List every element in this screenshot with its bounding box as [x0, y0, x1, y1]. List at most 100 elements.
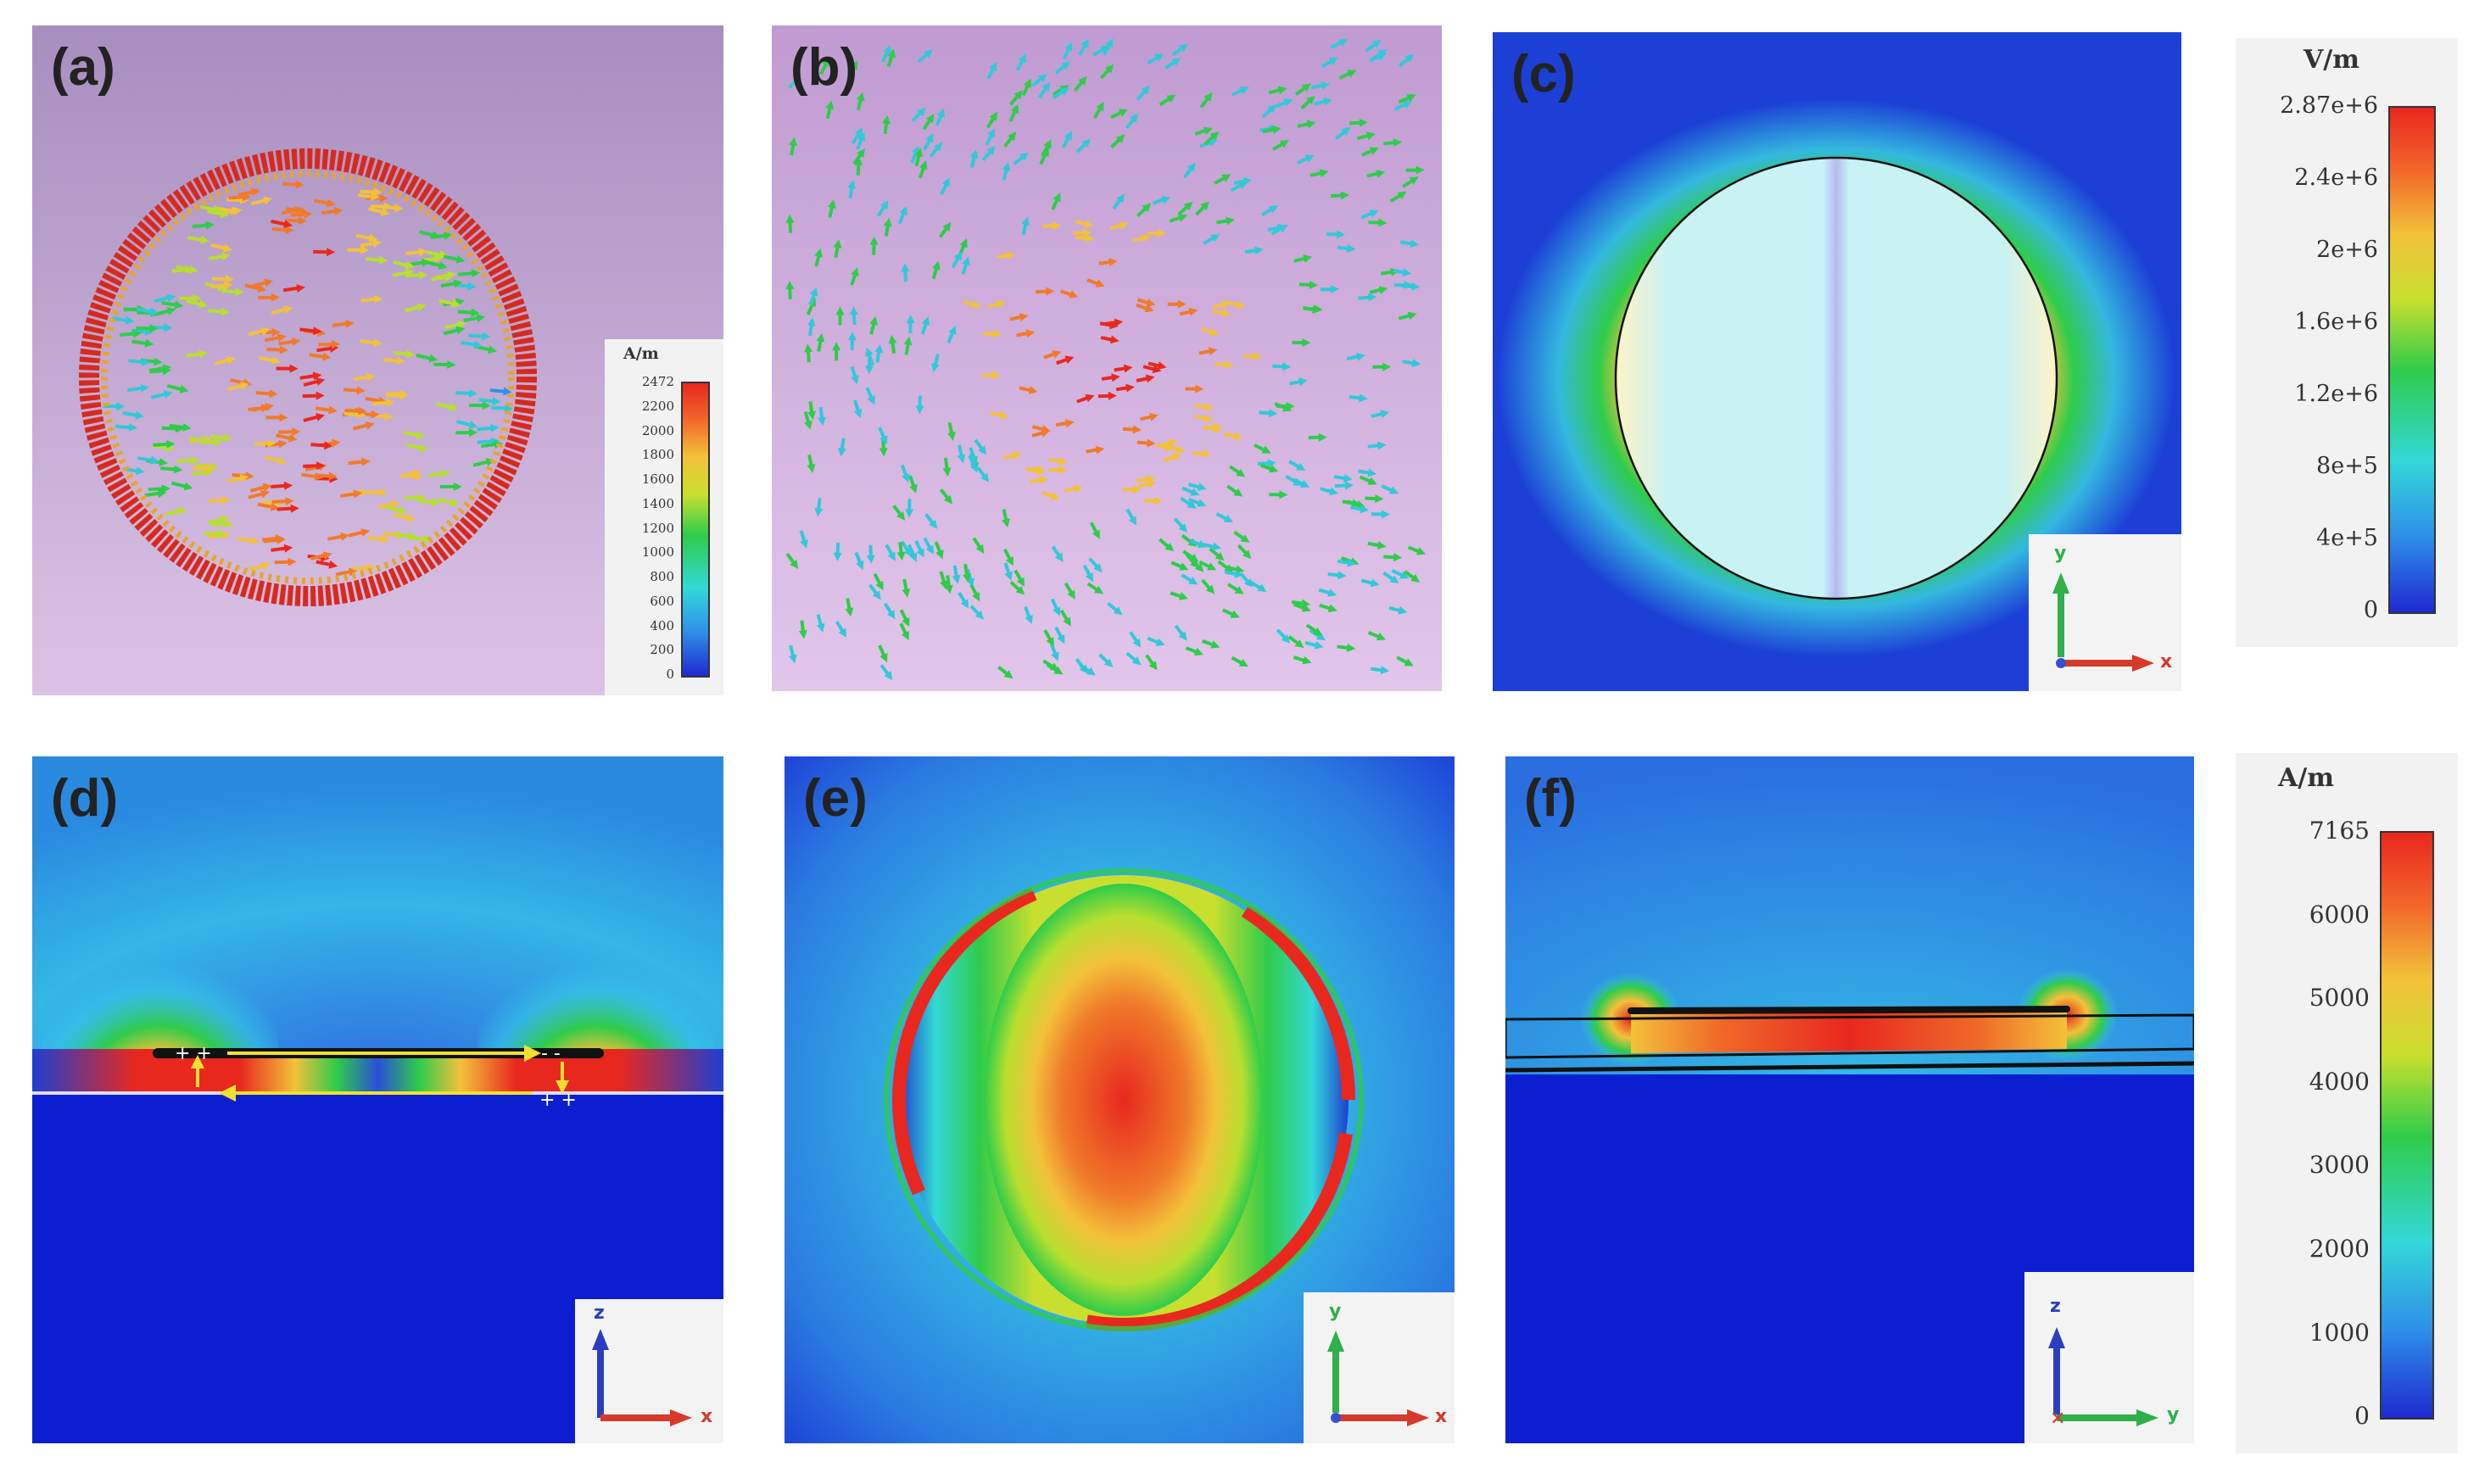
- current-vector-arrow: [908, 475, 918, 494]
- axis-label-horizontal: x: [1435, 1406, 1448, 1427]
- current-vector-arrow: [883, 602, 896, 620]
- current-vector-arrow: [394, 513, 416, 522]
- current-vector-arrow: [1002, 548, 1014, 566]
- current-vector-arrow: [313, 198, 336, 208]
- current-vector-arrow: [271, 219, 293, 229]
- current-vector-arrow: [1061, 131, 1073, 148]
- current-vector-arrow: [393, 349, 416, 359]
- current-vector-arrow: [892, 505, 906, 521]
- current-vector-arrow: [981, 146, 996, 162]
- colorbar-tick-label: 800: [650, 569, 674, 584]
- current-vector-arrow: [357, 192, 380, 201]
- colorbar-tick-label: 1800: [641, 447, 674, 463]
- svg-text:+ +: + +: [175, 1043, 212, 1064]
- colorbar-tick-label: 1000: [2309, 1318, 2370, 1347]
- current-vector-arrow: [368, 207, 390, 216]
- current-vector-arrow: [321, 207, 343, 216]
- current-vector-arrow: [1140, 412, 1159, 421]
- current-vector-arrow: [1182, 162, 1196, 179]
- current-vector-arrow: [148, 484, 170, 494]
- current-vector-arrow: [1359, 475, 1377, 485]
- panel-b: (b): [772, 25, 1442, 691]
- current-vector-arrow: [1212, 308, 1231, 317]
- current-vector-arrow: [266, 345, 289, 354]
- current-vector-arrow: [366, 255, 388, 265]
- current-vector-arrow: [1043, 350, 1062, 360]
- current-vector-arrow: [1291, 599, 1310, 608]
- current-vector-arrow: [1014, 569, 1025, 587]
- current-vector-arrow: [1393, 268, 1412, 276]
- current-vector-arrow: [153, 439, 176, 449]
- colorbar-tick-label: 2200: [641, 398, 674, 414]
- current-vector-arrow: [1261, 104, 1277, 119]
- panel-d-label: (d): [51, 769, 119, 828]
- current-vector-arrow: [186, 299, 209, 309]
- colorbar-tick-label: 2.4e+6: [2294, 164, 2378, 191]
- current-vector-arrow: [456, 420, 478, 429]
- current-vector-arrow: [302, 391, 325, 400]
- current-vector-arrow: [1115, 383, 1135, 393]
- current-vector-arrow: [906, 315, 915, 334]
- current-vector-arrow: [808, 287, 818, 306]
- current-vector-arrow: [148, 366, 172, 376]
- current-vector-arrow: [1136, 438, 1156, 448]
- current-vector-arrow: [281, 206, 304, 215]
- current-vector-arrow: [418, 498, 441, 507]
- current-vector-arrow: [852, 148, 865, 165]
- panel-c-label: (c): [1511, 45, 1576, 103]
- current-vector-arrow: [1259, 409, 1278, 418]
- current-vector-arrow: [819, 57, 829, 75]
- current-vector-arrow: [1360, 209, 1379, 220]
- current-vector-arrow: [1086, 445, 1105, 455]
- colorbar-tick-label: 1400: [641, 495, 674, 511]
- current-vector-arrow: [1254, 444, 1271, 454]
- current-vector-arrow: [1002, 509, 1010, 528]
- current-vector-arrow: [455, 388, 478, 398]
- current-vector-arrow: [1104, 318, 1124, 327]
- current-vector-arrow: [353, 372, 376, 382]
- current-vector-arrow: [1300, 95, 1315, 110]
- current-vector-arrow: [257, 293, 280, 302]
- panel-e: (e) y x: [785, 756, 1455, 1443]
- current-vector-arrow: [961, 256, 970, 275]
- current-vector-arrow: [166, 383, 189, 393]
- current-vector-arrow: [1009, 581, 1025, 595]
- current-vector-arrow: [318, 340, 341, 349]
- current-vector-arrow: [914, 539, 924, 558]
- current-vector-arrow: [1367, 540, 1387, 550]
- current-vector-arrow: [1026, 465, 1046, 474]
- current-vector-arrow: [1024, 605, 1033, 625]
- current-vector-arrow: [1383, 553, 1403, 562]
- current-vector-arrow: [120, 329, 142, 338]
- current-vector-arrow: [1132, 234, 1152, 243]
- current-vector-arrow: [489, 387, 512, 396]
- current-vector-arrow: [214, 356, 237, 365]
- current-vector-arrow: [832, 342, 841, 361]
- colorbar-tick-label: 1200: [641, 520, 674, 536]
- colorbar-tick-label: 7165: [2309, 817, 2370, 845]
- current-vector-arrow: [868, 583, 881, 600]
- current-vector-arrow: [1173, 517, 1188, 533]
- current-vector-arrow: [1383, 138, 1403, 148]
- current-vector-arrow: [161, 300, 184, 310]
- current-vector-arrow: [850, 365, 859, 385]
- panel-b-current-vectors: [772, 25, 1442, 691]
- current-vector-arrow: [1393, 281, 1413, 290]
- current-vector-arrow: [1214, 174, 1231, 185]
- current-vector-arrow: [1249, 580, 1267, 593]
- current-vector-arrow: [1059, 289, 1079, 298]
- current-vector-arrow: [207, 515, 230, 525]
- current-vector-arrow: [1368, 218, 1388, 227]
- current-vector-arrow: [1233, 530, 1250, 543]
- current-vector-arrow: [264, 333, 287, 343]
- colorbar-tick-label: 8e+5: [2316, 452, 2378, 479]
- current-vector-arrow: [112, 315, 135, 325]
- current-vector-arrow: [431, 273, 454, 282]
- current-vector-arrow: [276, 504, 299, 513]
- current-vector-arrow: [122, 410, 145, 420]
- current-vector-arrow: [1201, 326, 1220, 337]
- current-vector-arrow: [1147, 53, 1164, 65]
- current-vector-arrow: [383, 356, 405, 365]
- current-vector-arrow: [924, 513, 938, 529]
- current-vector-arrow: [128, 357, 151, 366]
